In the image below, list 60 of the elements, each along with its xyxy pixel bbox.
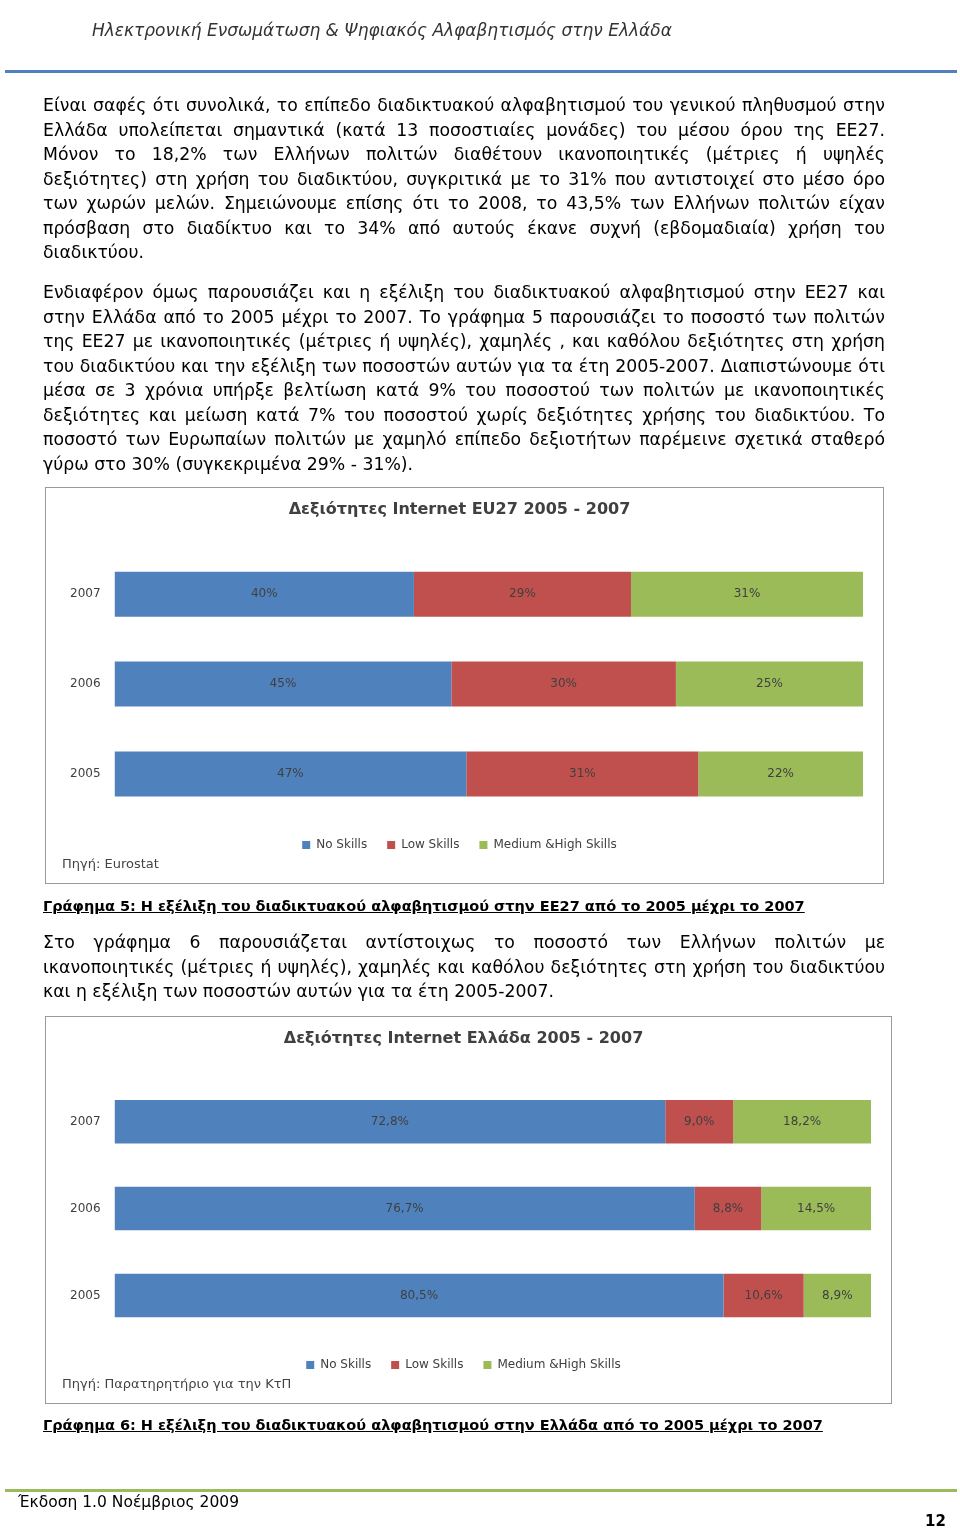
bar (114, 661, 452, 707)
y-tick-label: 2005 (69, 1287, 101, 1302)
legend-label: Low Skills (401, 837, 460, 852)
data-label: 30% (550, 676, 577, 691)
data-label: 76,7% (385, 1200, 424, 1215)
bar (451, 661, 676, 707)
y-tick-label: 2007 (69, 586, 101, 601)
data-label: 45% (269, 676, 297, 691)
y-tick-label: 2007 (69, 1113, 101, 1128)
legend-label: No Skills (316, 837, 368, 852)
text: Είναι σαφές ότι συνολικά, το επίπεδο διαδικτυακού αλφαβητισμού του γενικού πληθυσμού στην Ελλάδα υπολείπεται σημαντικά (κατά 13 ποσοστιαίες μονάδες) του μέσου όρου της ΕΕ27. Μόνον το 18,2% των Ελλήνων πολιτών διαθέτουν ικανοποιητικές (μέτριες ή υψηλές δεξιότητες) στη χρήση του διαδικτύου, συγκριτικά με το 31% που αντιστοιχεί στο μέσο όρο των χωρών μελών. Σημειώνουμε επίσης ότι το 2008, το 43,5% των Ελλήνων πολιτών είχαν πρόσβαση στο διαδίκτυο και το 34% από αυτούς έκανε συχνή (εβδομαδιαία) χρήση του διαδικτύου. (43, 94, 885, 264)
data-label: 29% (509, 586, 536, 601)
text: Γράφημα 5: Η εξέλιξη του διαδικτυακού αλφαβητισμού στην ΕΕ27 από το 2005 μέχρι το 2007 (43, 898, 805, 914)
data-label: 47% (277, 766, 304, 781)
bar (698, 751, 863, 797)
data-label: 22% (767, 766, 795, 781)
legend-label: Low Skills (405, 1357, 464, 1372)
bar (114, 1099, 666, 1144)
text: Πηγή: Eurostat (62, 856, 159, 871)
legend-label: No Skills (320, 1357, 372, 1372)
bar (761, 1186, 871, 1231)
text: Γράφημα 6: Η εξέλιξη του διαδικτυακού αλφαβητισμού στην Ελλάδα από το 2005 μέχρι το 2007 (43, 1417, 823, 1433)
bar (723, 1273, 804, 1318)
y-tick-label: 2006 (69, 676, 101, 691)
bar (630, 571, 863, 617)
data-label: 25% (756, 676, 783, 691)
legend-label: Medium &High Skills (493, 837, 617, 852)
text: Ηλεκτρονική Ενσωμάτωση & Ψηφιακός Αλφαβητισμός στην Ελλάδα (92, 20, 672, 40)
bar (803, 1273, 871, 1318)
chart-title: Δεξιότητες Internet EU27 2005 - 2007 (288, 498, 631, 518)
data-label: 18,2% (783, 1113, 822, 1128)
bar (114, 1273, 724, 1318)
data-label: 14,5% (797, 1200, 836, 1215)
text: Έκδοση 1.0 Νοέμβριος 2009 (18, 1493, 240, 1511)
data-label: 8,9% (822, 1287, 853, 1302)
bar (466, 751, 699, 797)
data-label: 9,0% (684, 1113, 715, 1128)
bar (114, 1186, 695, 1231)
bar (114, 751, 467, 797)
text: Στο γράφημα 6 παρουσιάζεται αντίστοιχως το ποσοστό των Ελλήνων πολιτών με ικανοποιητικές (μέτριες ή υψηλές), χαμηλές και καθόλου δεξιότητες στη χρήση του διαδικτύου και η εξέλιξη των ποσοστών αυτών για τα έτη 2005-2007. (43, 931, 885, 1003)
text: Πηγή: Παρατηρητήριο για την ΚτΠ (62, 1376, 292, 1391)
data-label: 72,8% (370, 1113, 409, 1128)
text: Ενδιαφέρον όμως παρουσιάζει και η εξέλιξη του διαδικτυακού αλφαβητισμού στην ΕΕ27 και στην Ελλάδα από το 2005 μέχρι το 2007. Το γράφημα 5 παρουσιάζει το ποσοστό των πολιτών της ΕΕ27 με ικανοποιητικές (μέτριες ή υψηλές), χαμηλές , και καθόλου δεξιότητες στη χρήση του διαδικτύου και την εξέλιξη των ποσοστών αυτών για τα έτη 2005-2007. Διαπιστώνουμε ότι μέσα σε 3 χρόνια υπήρξε βελτίωση κατά 9% του ποσοστού των πολιτών με ικανοποιητικές δεξιότητες και μείωση κατά 7% του ποσοστού χωρίς δεξιότητες χρήσης του διαδικτύου. Το ποσοστό των Ευρωπαίων πολιτών με χαμηλό επίπεδο δεξιοτήτων παρέμεινε σχετικά σταθερό γύρω στο 30% (συγκεκριμένα 29% - 31%). (43, 281, 885, 476)
data-label: 40% (250, 586, 278, 601)
bar (413, 571, 631, 617)
text: 12 (925, 1512, 946, 1529)
y-tick-label: 2006 (69, 1200, 101, 1215)
data-label: 31% (568, 766, 596, 781)
bar (675, 661, 863, 707)
y-tick-label: 2005 (69, 766, 101, 781)
data-label: 10,6% (744, 1287, 783, 1302)
bar (114, 571, 414, 617)
bar (665, 1099, 734, 1144)
bar (733, 1099, 871, 1144)
data-label: 31% (733, 586, 761, 601)
chart-title: Δεξιότητες Internet Ελλάδα 2005 - 2007 (283, 1027, 644, 1047)
data-label: 80,5% (399, 1287, 439, 1302)
legend-label: Medium &High Skills (497, 1357, 621, 1372)
data-label: 8,8% (712, 1200, 744, 1215)
bar (694, 1186, 762, 1231)
